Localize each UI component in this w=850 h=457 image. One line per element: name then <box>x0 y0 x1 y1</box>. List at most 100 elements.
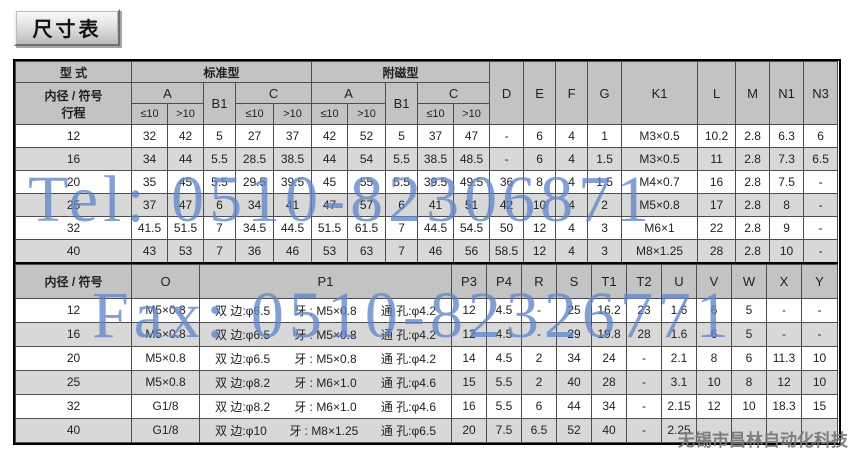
column-header-t2: T2 <box>626 263 662 299</box>
subheader-gt10: >10 <box>167 103 204 125</box>
cell-d: 50 <box>489 216 525 240</box>
cell-mag-c-le10: 44.5 <box>417 216 455 240</box>
cell-g: 1.5 <box>587 170 623 194</box>
section1-header: 型 式 标准型 附磁型 D E F G K1 L M N1 N3 内径 / 符号… <box>15 61 839 125</box>
column-header-u: U <box>661 263 697 299</box>
cell-f: 4 <box>555 216 589 240</box>
column-header-p4: P4 <box>486 263 522 299</box>
cell-o: G1/8 <box>131 393 200 419</box>
cell-mag-b1: 5 <box>385 124 419 148</box>
cell-p3: 14 <box>451 345 487 371</box>
cell-mag-b1: 6 <box>385 193 419 217</box>
p1-cell-content: 双 边:φ6.5 牙 : M5×0.8 通 孔:φ4.2 <box>201 302 450 319</box>
page-title: 尺寸表 <box>14 9 120 46</box>
cell-o: M5×0.8 <box>131 297 200 323</box>
subheader-gt10: >10 <box>272 103 313 125</box>
cell-bore: 25 <box>15 369 132 395</box>
p1-part: 通 孔:φ4.2 <box>380 327 436 342</box>
cell-std-c-le10: 34 <box>235 193 274 217</box>
cell-std-c-gt10: 37 <box>272 124 313 148</box>
cell-p1: 双 边:φ8.2 牙 : M6×1.0 通 孔:φ4.6 <box>199 393 452 419</box>
cell-p1: 双 边:φ6.5 牙 : M5×0.8 通 孔:φ4.2 <box>199 297 452 323</box>
header-magnetic-type: 附磁型 <box>311 61 491 83</box>
cell-t1: 40 <box>591 417 627 443</box>
cell-g: 3 <box>587 239 623 263</box>
subheader-gt10: >10 <box>453 103 491 125</box>
cell-t2: - <box>626 417 662 443</box>
cell-std-b1: 6 <box>203 193 236 217</box>
cell-u: 3.1 <box>661 369 697 395</box>
cell-o: M5×0.8 <box>131 369 200 395</box>
cell-d: - <box>489 124 525 148</box>
cell-p4: 7.5 <box>486 417 522 443</box>
cell-w: 5 <box>731 321 767 347</box>
cell-t1: 34 <box>591 393 627 419</box>
column-header-x: X <box>766 263 802 299</box>
cell-std-a-le10: 43 <box>131 239 168 263</box>
cell-r: 6.5 <box>521 417 557 443</box>
cell-u: 2.15 <box>661 393 697 419</box>
column-header-std-a: A <box>131 82 204 104</box>
cell-n3: - <box>803 216 839 240</box>
cell-v: 6 <box>696 321 732 347</box>
cell-o: M5×0.8 <box>131 321 200 347</box>
cell-t2: 28 <box>626 321 662 347</box>
p1-cell-content: 双 边:φ10 牙 : M8×1.25 通 孔:φ6.5 <box>201 422 450 439</box>
cell-k1: M3×0.5 <box>621 147 699 171</box>
cell-mag-c-le10: 39.5 <box>417 170 455 194</box>
cell-mag-c-gt10: 49.5 <box>453 170 491 194</box>
cell-u: 1.6 <box>661 321 697 347</box>
cell-t2: 23 <box>626 297 662 323</box>
cell-p3: 20 <box>451 417 487 443</box>
cell-e: 6 <box>523 124 557 148</box>
cell-bore: 16 <box>15 147 132 171</box>
column-header-y: Y <box>801 263 838 299</box>
p1-part: 通 孔:φ4.6 <box>380 399 436 414</box>
p1-cell-content: 双 边:φ6.5 牙 : M5×0.8 通 孔:φ4.2 <box>201 350 450 367</box>
p1-part: 通 孔:φ4.6 <box>380 375 436 390</box>
cell-l: 17 <box>697 193 737 217</box>
cell-p3: 16 <box>451 393 487 419</box>
cell-p1: 双 边:φ6.5 牙 : M5×0.8 通 孔:φ4.2 <box>199 345 452 371</box>
cell-g: 1 <box>587 124 623 148</box>
cell-l: 10.2 <box>697 124 737 148</box>
cell-e: 12 <box>523 239 557 263</box>
cell-u: 2.1 <box>661 345 697 371</box>
cell-bore: 20 <box>15 345 132 371</box>
cell-r: 2 <box>521 345 557 371</box>
cell-v <box>696 417 732 443</box>
cell-r: 2 <box>521 369 557 395</box>
cell-w: 8 <box>731 369 767 395</box>
cell-g: 3 <box>587 216 623 240</box>
p1-part: 通 孔:φ4.2 <box>380 303 436 318</box>
table-row: 16 34 44 5.5 28.5 38.5 44 54 5.5 38.5 48.5-6 4 1.5 M3… <box>15 147 839 171</box>
column-header-l: L <box>697 61 737 125</box>
cell-d: 42 <box>489 193 525 217</box>
column-header-o: O <box>131 263 200 299</box>
cell-t1: 24 <box>591 345 627 371</box>
cell-s: 40 <box>556 369 592 395</box>
cell-bore: 40 <box>15 417 132 443</box>
cell-p4: 4.5 <box>486 321 522 347</box>
subheader-le10: ≤10 <box>131 103 168 125</box>
cell-y: - <box>801 297 838 323</box>
table-row: 12 M5×0.8 双 边:φ6.5 牙 : M5×0.8 通 孔:φ4.2 12 4.5-… <box>15 297 838 323</box>
cell-mag-a-le10: 42 <box>311 124 349 148</box>
cell-o: G1/8 <box>131 417 200 443</box>
p1-part: 牙 : M8×1.25 <box>289 423 359 438</box>
cell-std-a-le10: 41.5 <box>131 216 168 240</box>
cell-std-a-gt10: 44 <box>167 147 204 171</box>
cell-d: 58.5 <box>489 239 525 263</box>
cell-o: M5×0.8 <box>131 345 200 371</box>
cell-p1: 双 边:φ10 牙 : M8×1.25 通 孔:φ6.5 <box>199 417 452 443</box>
cell-t1: 16.2 <box>591 297 627 323</box>
p1-part: 通 孔:φ4.2 <box>380 351 436 366</box>
p1-part: 牙 : M5×0.8 <box>294 351 357 366</box>
cell-n3: - <box>803 239 839 263</box>
table-row: 25 37 47 6 34 41 47 57 6 41 51 42 10 4 2 M5×0.8 17 2.8 8- <box>15 193 839 217</box>
cell-mag-b1: 7 <box>385 239 419 263</box>
cell-bore: 32 <box>15 216 132 240</box>
p1-part: 双 边:φ6.5 <box>215 351 271 366</box>
cell-k1: M3×0.5 <box>621 124 699 148</box>
column-header-mag-c: C <box>417 82 491 104</box>
